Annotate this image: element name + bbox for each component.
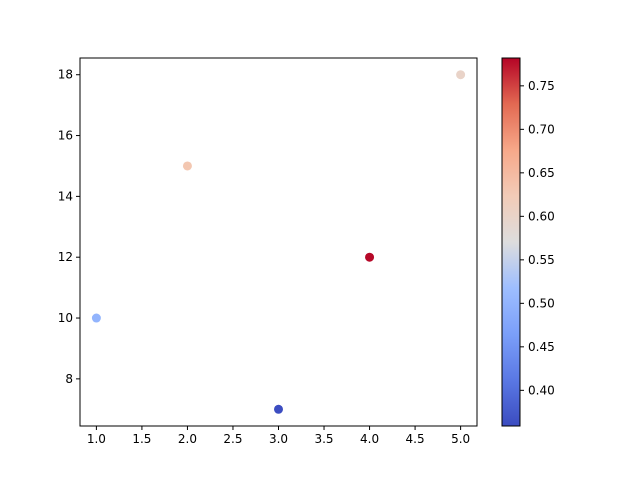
colorbar-tick-label: 0.45 (528, 340, 555, 354)
x-tick-label: 4.5 (406, 432, 425, 446)
colorbar-gradient (501, 57, 521, 427)
colorbar-tick-label: 0.75 (528, 79, 555, 93)
data-points (91, 70, 466, 414)
y-tick-label: 12 (58, 250, 73, 264)
data-point (274, 404, 283, 414)
x-tick-label: 5.0 (451, 432, 470, 446)
colorbar-tick-label: 0.60 (528, 209, 555, 223)
plot-area: 1.0 1.5 2.0 2.5 3.0 3.5 4.0 4.5 5.0 8 10 12 14 16 18 (58, 57, 478, 446)
y-tick-label: 10 (58, 311, 73, 325)
x-tick-label: 1.5 (132, 432, 151, 446)
y-tick-label: 8 (65, 372, 73, 386)
data-point (182, 161, 192, 171)
colorbar-tick-label: 0.65 (528, 166, 555, 180)
x-tick-label: 2.0 (178, 432, 197, 446)
y-tick-label: 14 (58, 189, 73, 203)
colorbar-tick-label: 0.40 (528, 383, 555, 397)
data-point (91, 313, 101, 323)
y-axis: 8 10 12 14 16 18 (58, 68, 80, 386)
x-tick-label: 3.0 (269, 432, 288, 446)
x-axis: 1.0 1.5 2.0 2.5 3.0 3.5 4.0 4.5 5.0 (87, 426, 470, 446)
x-tick-label: 1.0 (87, 432, 106, 446)
y-tick-label: 16 (58, 129, 73, 143)
colorbar: 0.40 0.45 0.50 0.55 0.60 0.65 0.70 0.75 (501, 57, 555, 427)
y-tick-label: 18 (58, 68, 73, 82)
x-tick-label: 4.0 (360, 432, 379, 446)
data-point (456, 70, 466, 80)
colorbar-tick-label: 0.70 (528, 122, 555, 136)
colorbar-tick-label: 0.55 (528, 253, 555, 267)
data-point (365, 252, 375, 262)
x-tick-label: 2.5 (223, 432, 242, 446)
colorbar-tick-label: 0.50 (528, 296, 555, 310)
colorbar-axis: 0.40 0.45 0.50 0.55 0.60 0.65 0.70 0.75 (520, 79, 555, 397)
x-tick-label: 3.5 (314, 432, 333, 446)
plot-frame (79, 57, 478, 427)
